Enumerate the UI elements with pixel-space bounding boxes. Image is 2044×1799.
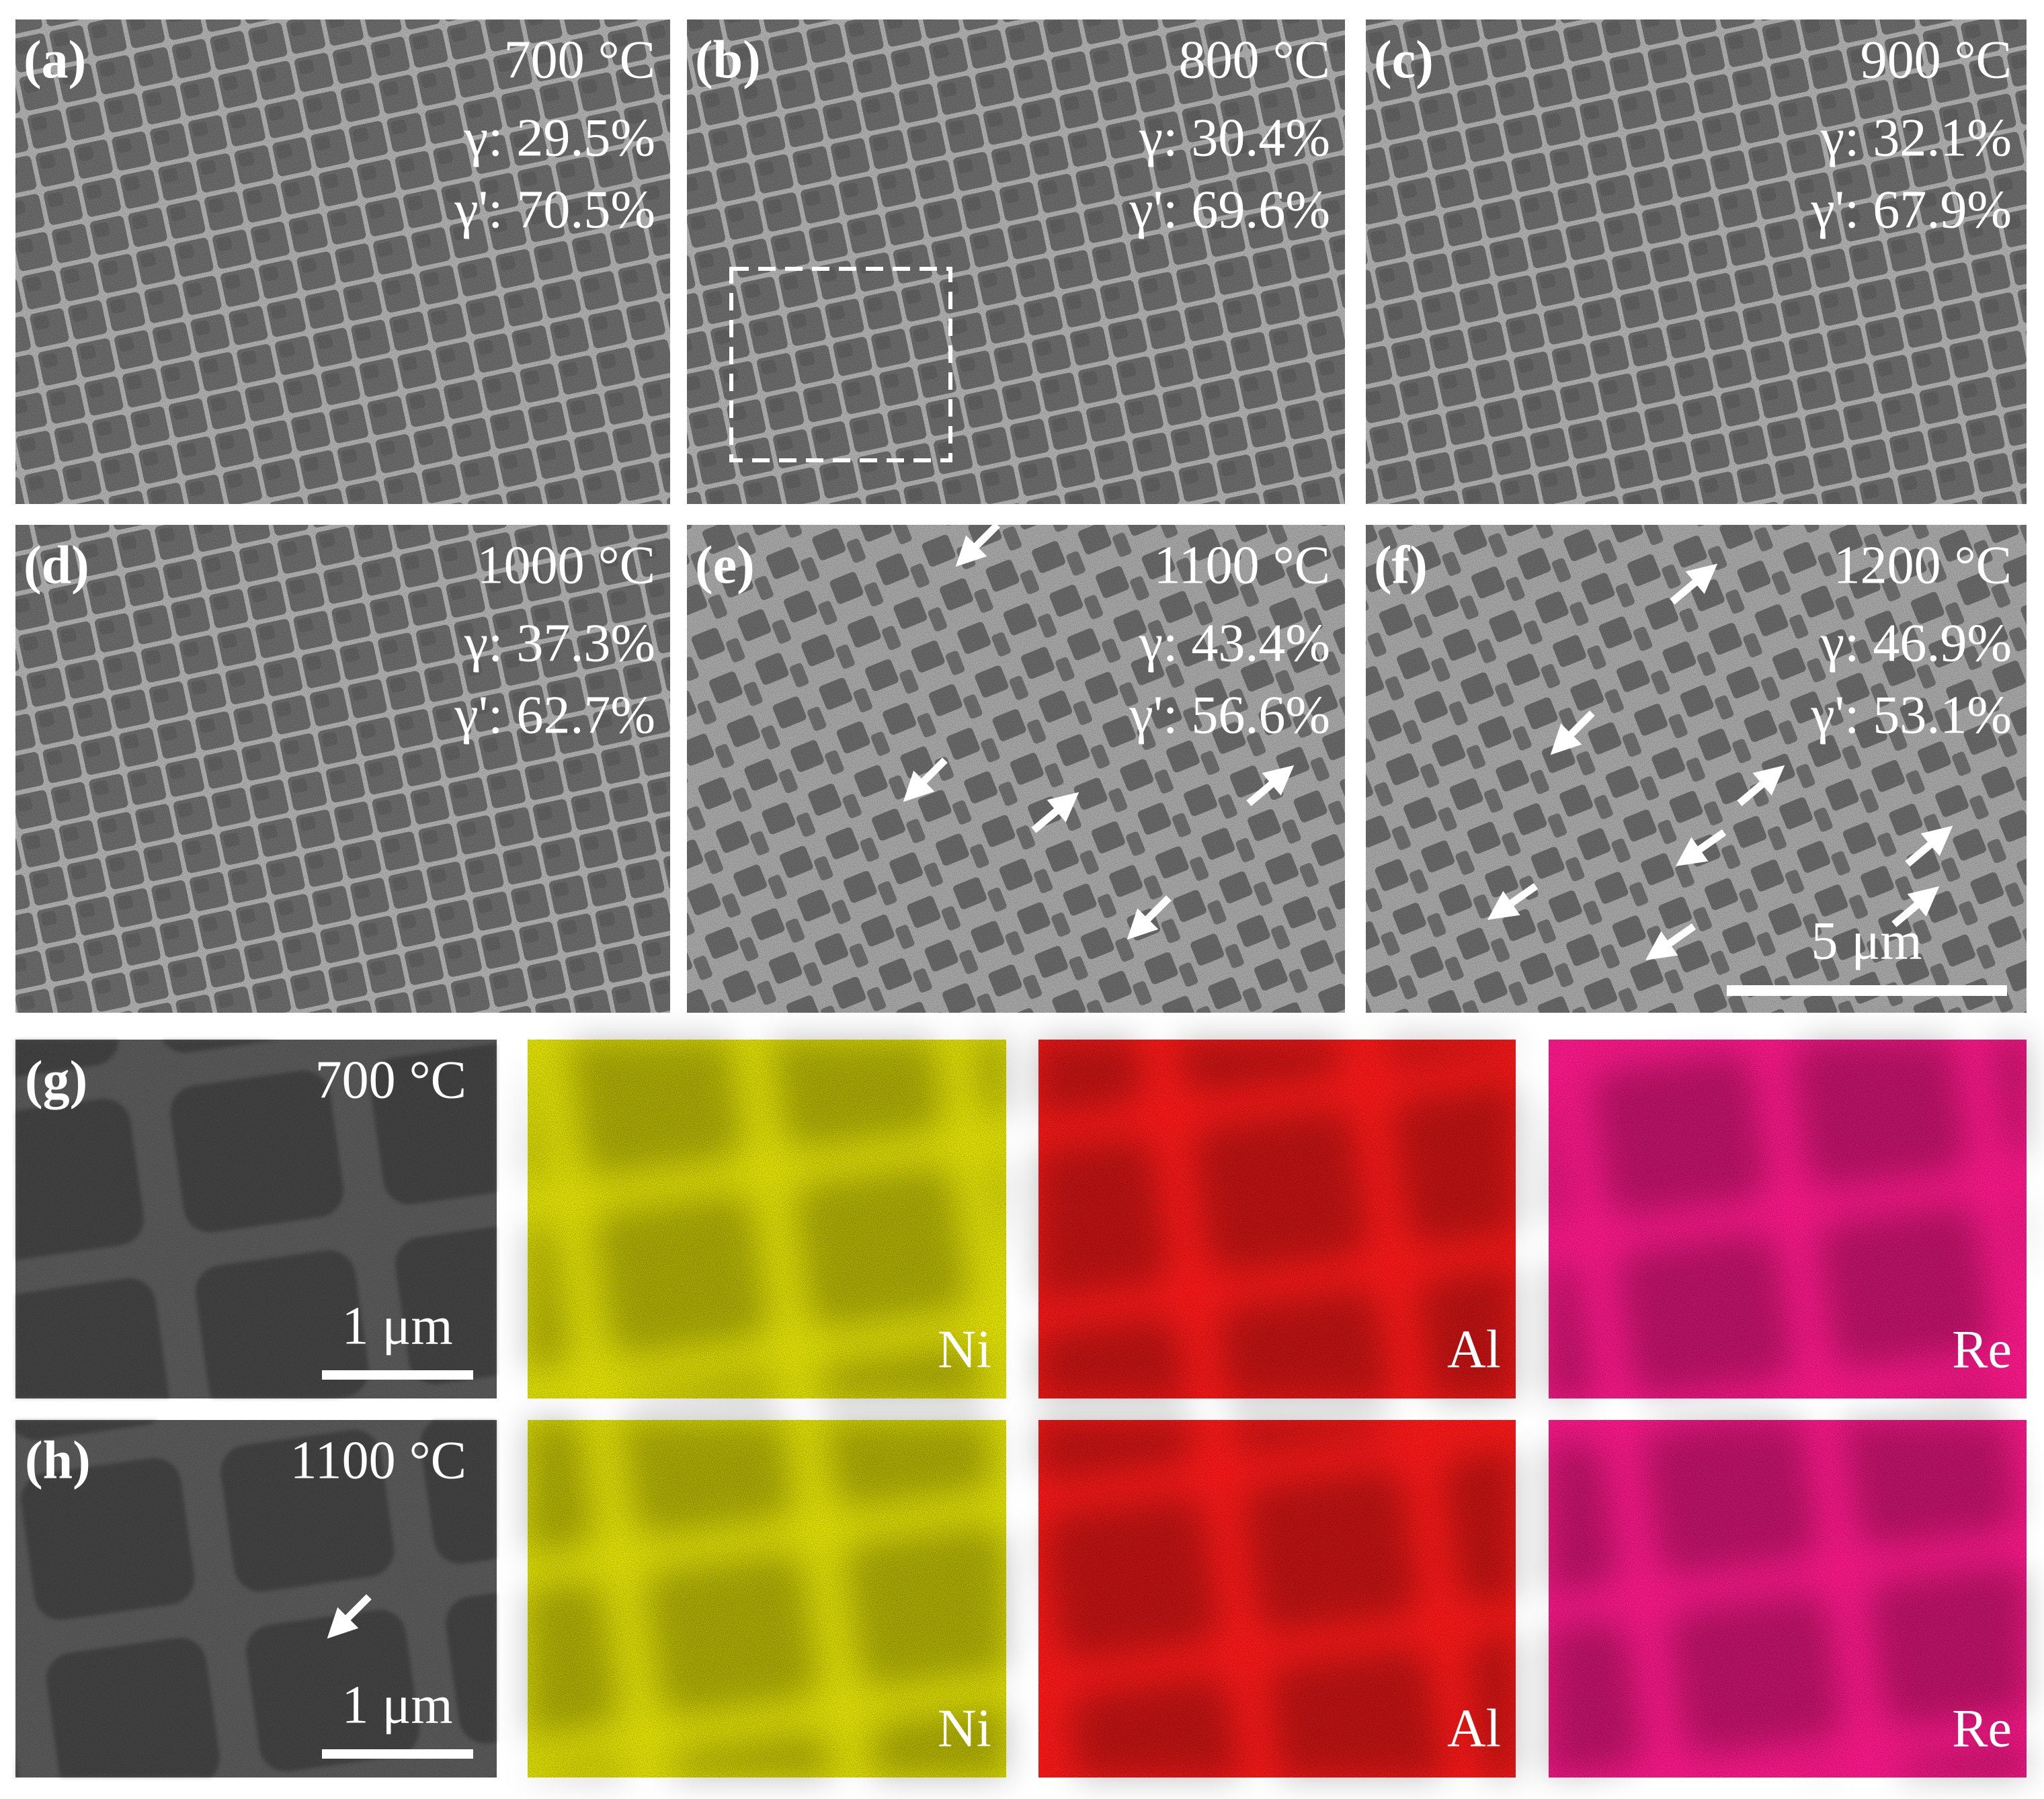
- gamma-fraction: γ: 32.1%: [1820, 108, 2012, 167]
- scale-bar-label: 1 μm: [341, 1675, 452, 1734]
- element-label: Ni: [938, 1699, 991, 1758]
- panel-label: (e): [695, 536, 755, 595]
- temperature: 1000 °C: [477, 536, 655, 595]
- eds-noise: [1038, 1040, 1516, 1398]
- arrow: [1675, 829, 1727, 866]
- temperature: 1200 °C: [1834, 536, 2012, 595]
- element-label: Al: [1447, 1320, 1501, 1379]
- panel-label: (b): [695, 30, 761, 89]
- micrograph-noise: [15, 525, 670, 1013]
- micrograph-noise: [687, 525, 1345, 1013]
- gamma-prime-fraction: γ': 70.5%: [454, 180, 655, 239]
- sem-noise: [15, 1420, 497, 1777]
- arrow: [1246, 765, 1295, 806]
- gamma-fraction: γ: 29.5%: [464, 108, 655, 167]
- panel-label: (a): [24, 30, 86, 89]
- micrograph-noise: [1366, 19, 2027, 504]
- scale-bar-label: 1 μm: [341, 1296, 452, 1355]
- eds-noise: [528, 1040, 1006, 1398]
- gamma-prime-fraction: γ': 67.9%: [1810, 180, 2012, 239]
- temperature: 900 °C: [1861, 30, 2012, 89]
- gamma-fraction: γ: 30.4%: [1139, 108, 1330, 167]
- arrow: [1737, 765, 1785, 806]
- gamma-fraction: γ: 43.4%: [1139, 614, 1330, 673]
- panel-label: (c): [1374, 30, 1434, 89]
- panel-label: (g): [25, 1050, 87, 1110]
- temperature: 700 °C: [315, 1050, 466, 1110]
- arrow: [1645, 923, 1696, 960]
- micrograph-noise: [687, 19, 1345, 504]
- panel-label: (d): [24, 536, 89, 595]
- gamma-prime-fraction: γ': 62.7%: [454, 685, 655, 745]
- arrow: [1550, 710, 1595, 755]
- element-label: Al: [1447, 1699, 1501, 1758]
- arrow: [903, 757, 948, 802]
- panel-label: (f): [1374, 536, 1428, 595]
- scale-bar-label: 5 μm: [1811, 911, 1922, 970]
- micrograph-noise: [15, 19, 670, 504]
- temperature: 700 °C: [504, 30, 655, 89]
- gamma-prime-fraction: γ': 53.1%: [1810, 685, 2012, 745]
- temperature: 1100 °C: [290, 1431, 466, 1490]
- arrow: [1127, 895, 1172, 940]
- temperature: 1100 °C: [1154, 536, 1330, 595]
- region-box: [729, 267, 952, 462]
- arrow: [1891, 886, 1940, 927]
- gamma-prime-fraction: γ': 56.6%: [1129, 685, 1330, 745]
- eds-noise: [528, 1420, 1006, 1777]
- gamma-fraction: γ: 37.3%: [464, 614, 655, 673]
- arrow: [1905, 825, 1953, 867]
- arrow: [1670, 563, 1718, 605]
- arrow: [327, 1594, 372, 1639]
- arrow: [1487, 882, 1539, 920]
- eds-noise: [1549, 1420, 2027, 1777]
- element-label: Re: [1952, 1699, 2012, 1758]
- eds-noise: [1038, 1420, 1516, 1777]
- temperature: 800 °C: [1179, 30, 1330, 89]
- arrow: [955, 522, 1000, 567]
- eds-noise: [1549, 1040, 2027, 1398]
- panel-label: (h): [25, 1431, 91, 1490]
- gamma-prime-fraction: γ': 69.6%: [1129, 180, 1330, 239]
- element-label: Ni: [938, 1320, 991, 1379]
- gamma-fraction: γ: 46.9%: [1820, 614, 2012, 673]
- arrow: [1031, 792, 1079, 833]
- sem-noise: [15, 1040, 497, 1398]
- micrograph-noise: [1366, 525, 2027, 1013]
- element-label: Re: [1952, 1320, 2012, 1379]
